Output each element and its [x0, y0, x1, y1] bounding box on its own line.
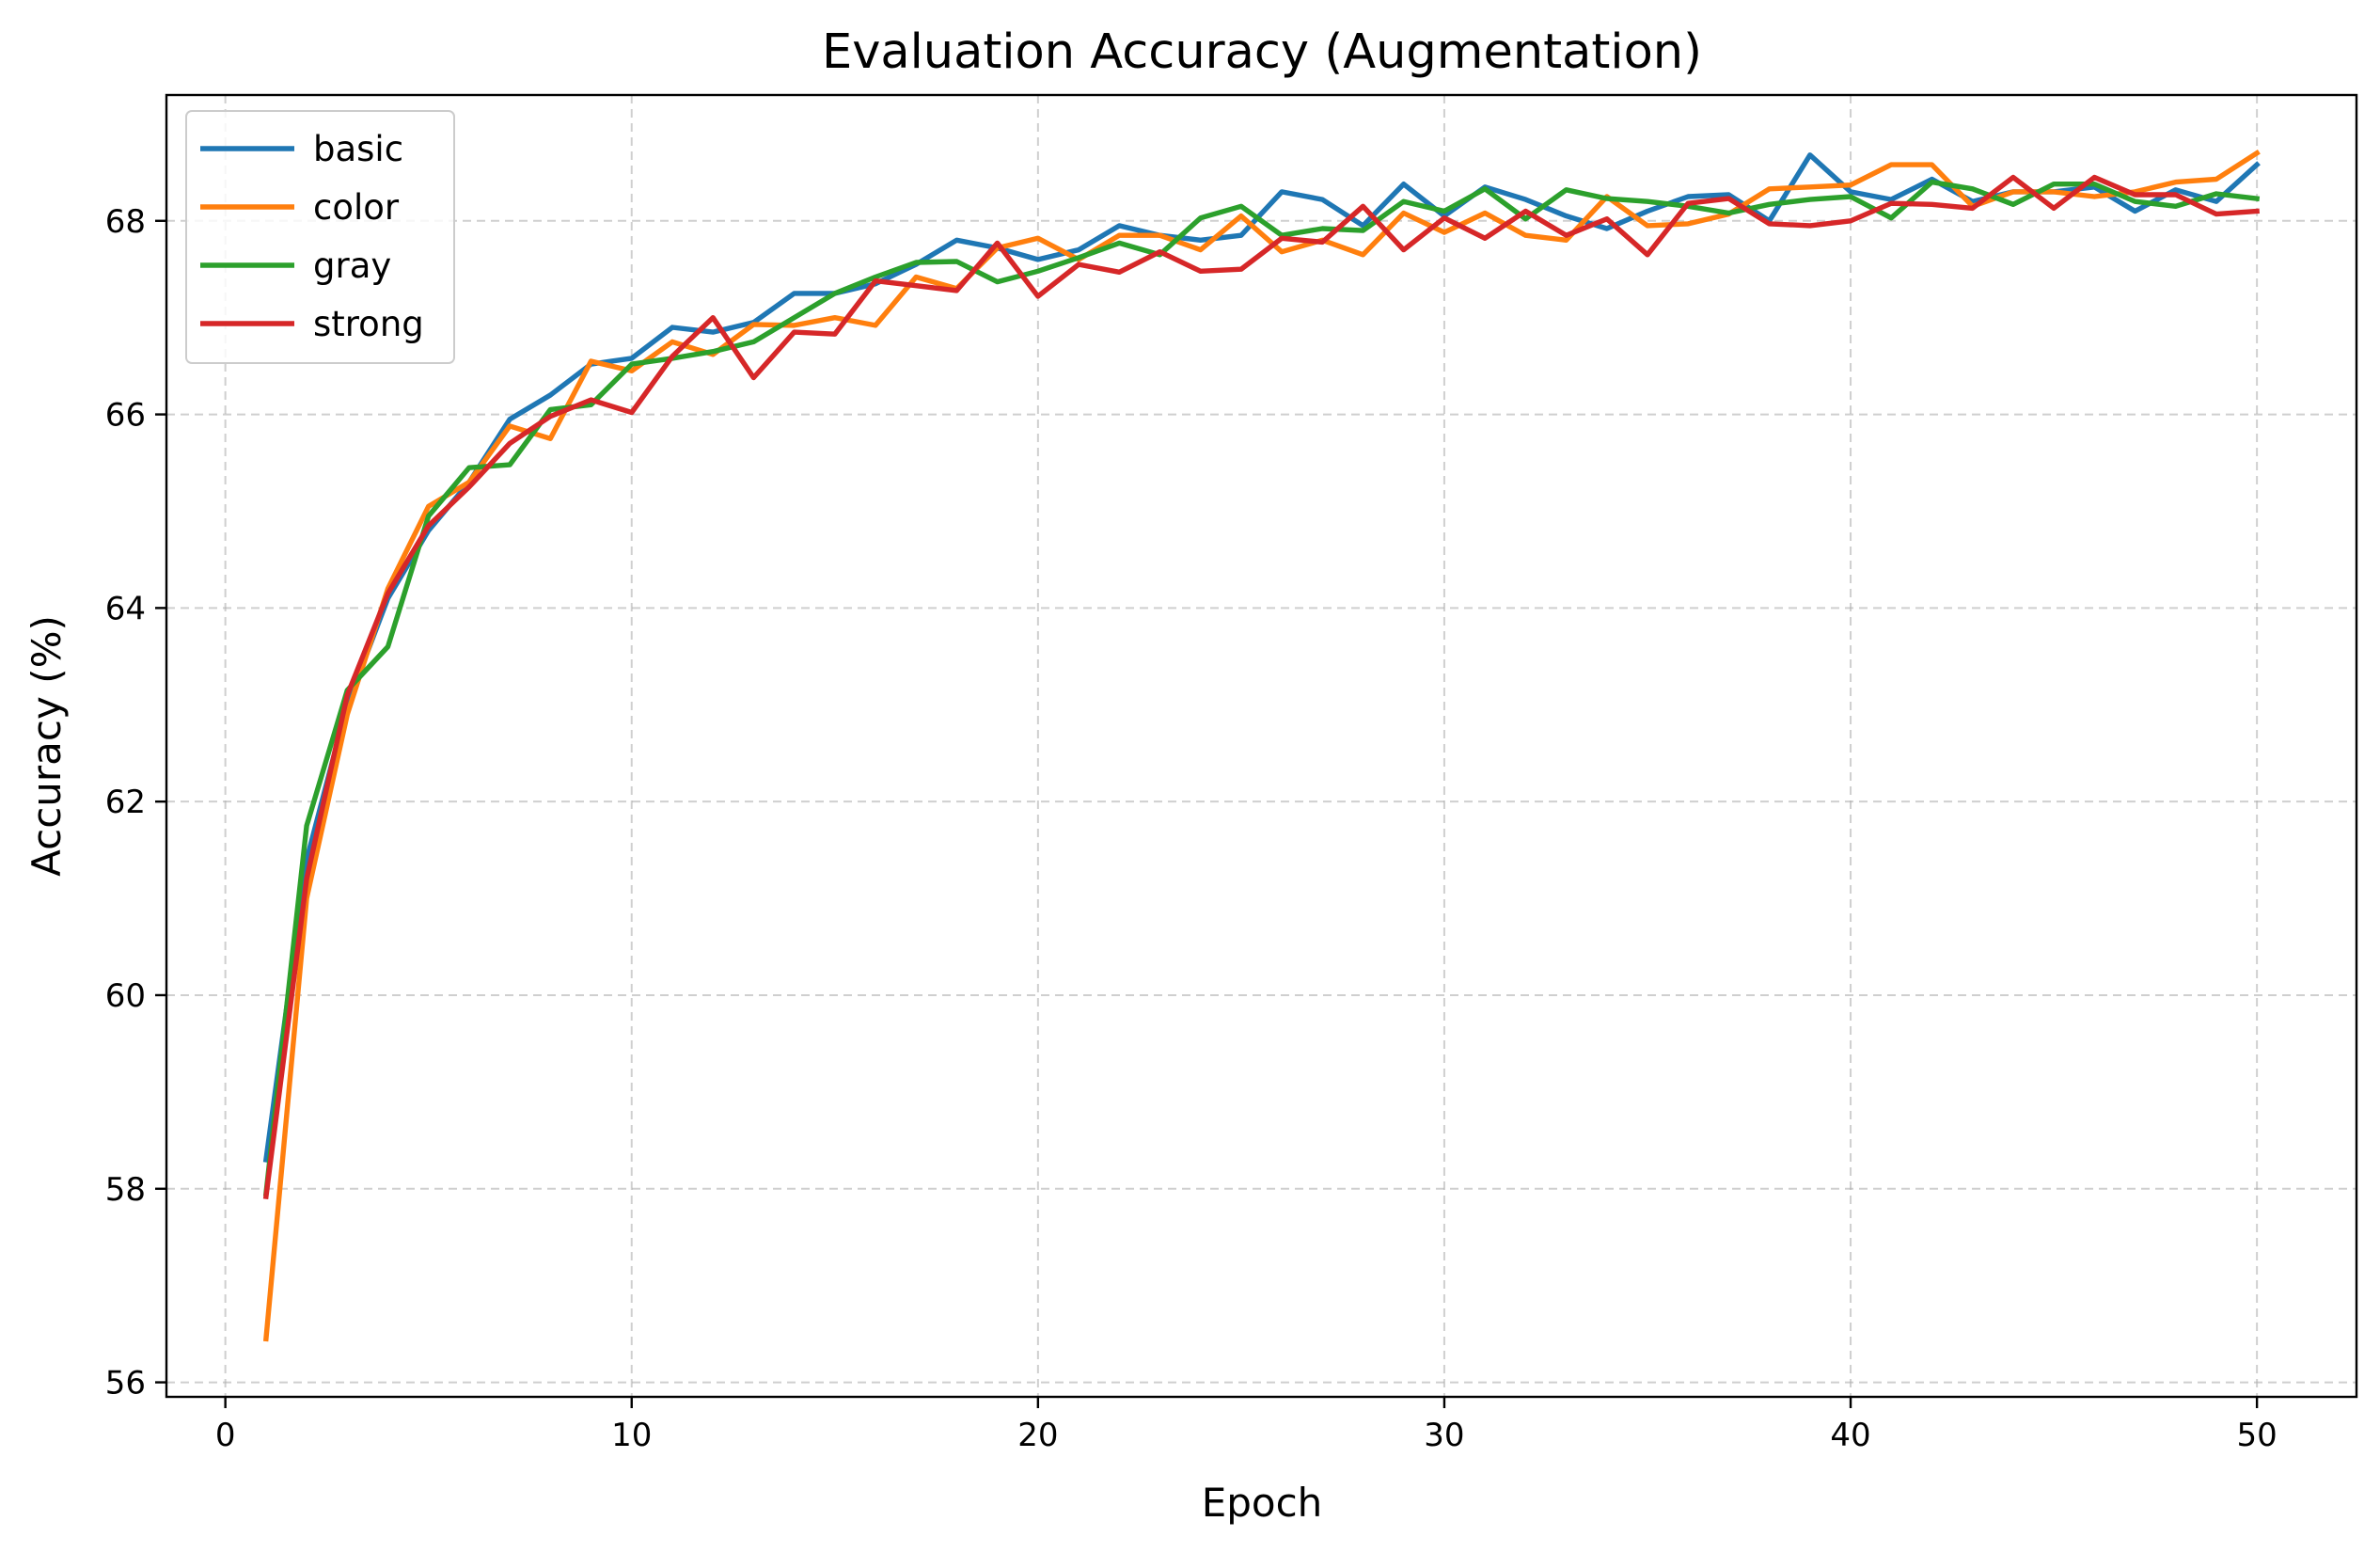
y-tick-label: 58 [105, 1171, 146, 1209]
legend-label-basic: basic [313, 129, 403, 169]
y-tick-label: 64 [105, 590, 146, 627]
y-tick-label: 62 [105, 784, 146, 821]
y-tick-label: 56 [105, 1365, 146, 1402]
series-lines [262, 149, 2261, 1342]
y-tick-label: 68 [105, 203, 146, 241]
series-line-color [262, 149, 2261, 1342]
x-axis: 0 10 20 30 40 50 [215, 1397, 2278, 1454]
plot-frame [165, 93, 2358, 1399]
x-axis-label: Epoch [1202, 1480, 1323, 1526]
x-tick-label: 50 [2237, 1417, 2278, 1454]
y-tick-label: 66 [105, 397, 146, 435]
y-tick-label: 60 [105, 977, 146, 1015]
x-tick-label: 0 [215, 1417, 236, 1454]
x-tick-label: 30 [1424, 1417, 1464, 1454]
y-axis-label: Accuracy (%) [24, 615, 70, 877]
legend-label-strong: strong [313, 304, 424, 344]
legend-box [185, 110, 455, 364]
chart-title: Evaluation Accuracy (Augmentation) [822, 24, 1702, 80]
series-line-strong [262, 174, 2260, 1200]
legend: basic color gray strong [185, 110, 455, 364]
x-tick-label: 40 [1830, 1417, 1870, 1454]
legend-label-gray: gray [313, 246, 391, 286]
x-tick-label: 10 [611, 1417, 652, 1454]
y-axis: 56 58 60 62 64 66 68 [105, 203, 166, 1402]
x-tick-label: 20 [1017, 1417, 1058, 1454]
legend-label-color: color [313, 187, 400, 228]
series-line-gray [262, 179, 2261, 1196]
